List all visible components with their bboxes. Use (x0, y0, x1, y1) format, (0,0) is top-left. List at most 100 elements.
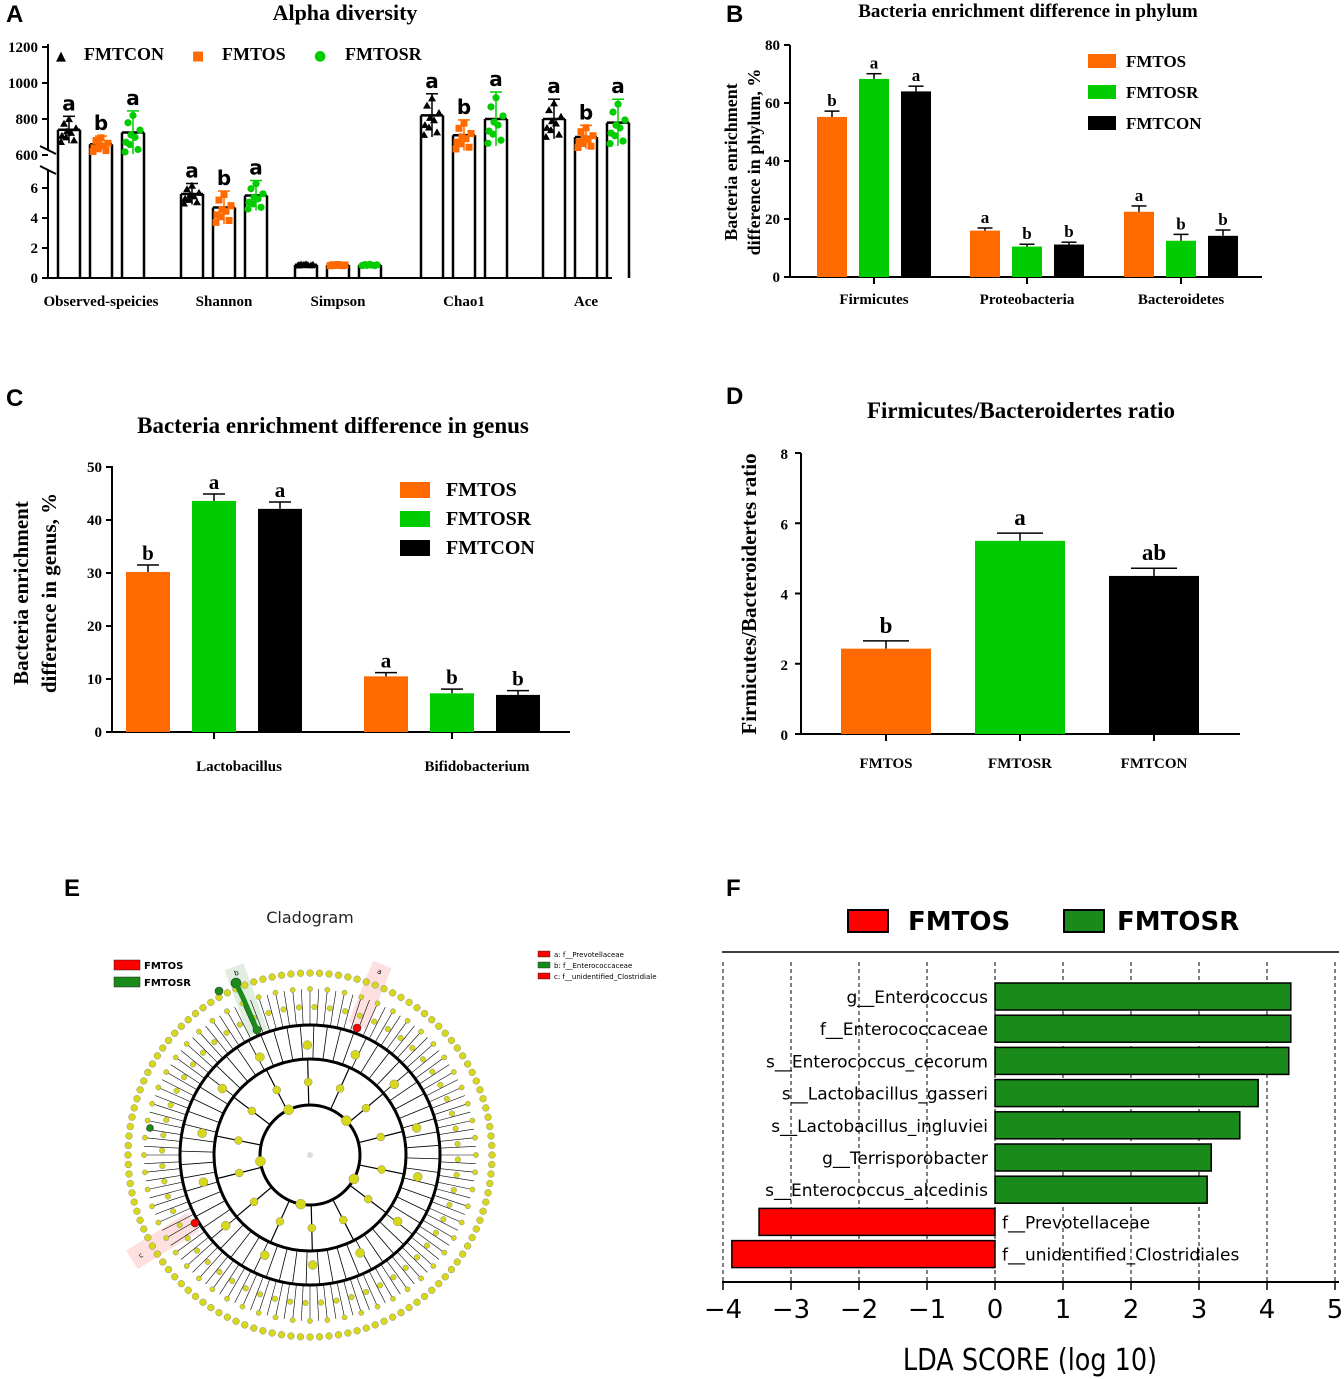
tree-branch (234, 1270, 252, 1304)
data-point (579, 140, 587, 148)
bar (192, 500, 236, 732)
tree-node (184, 1016, 192, 1024)
tree-branch (219, 1015, 240, 1047)
tree-node (435, 1022, 443, 1030)
tree-node (296, 969, 305, 977)
tree-branch (323, 989, 328, 1026)
significance-letter: b (1022, 224, 1031, 243)
significance-letter: a (62, 91, 76, 115)
tree-node (306, 1333, 314, 1341)
tree-node (148, 1242, 156, 1250)
tree-node (164, 1036, 173, 1045)
legend: FMTOS FMTOSR FMTCON (400, 479, 535, 559)
tree-branch (323, 1284, 328, 1321)
tree-node (136, 1216, 144, 1224)
data-point (136, 126, 144, 134)
tree-node (413, 1298, 421, 1306)
bar (970, 230, 1000, 277)
tree-node (432, 1229, 439, 1236)
tree-branch (368, 1006, 386, 1040)
tree-node (194, 1247, 201, 1254)
bar (430, 693, 474, 732)
x-tick-label: Ace (574, 294, 598, 310)
tree-node (307, 1260, 318, 1270)
tree-branch (299, 1025, 304, 1060)
tree-branch (250, 999, 264, 1034)
tree-branch (404, 1131, 438, 1139)
tree-branch (405, 1167, 439, 1173)
tree-node (144, 1234, 152, 1242)
y-tick-label: 6 (781, 517, 789, 533)
data-point (218, 205, 226, 213)
tree-node (283, 1104, 294, 1116)
tree-branch (336, 1247, 347, 1280)
tree-branch (202, 1208, 231, 1229)
tree-branch (192, 1098, 224, 1114)
data-point (542, 132, 550, 140)
x-tick-label: Observed-speicies (44, 294, 159, 310)
tree-node (184, 1286, 192, 1294)
tree-node (459, 1052, 467, 1060)
tree-branch (316, 1250, 321, 1285)
data-point (121, 148, 129, 156)
tree-node (472, 1225, 480, 1233)
data-point (423, 101, 431, 109)
y-tick-label: 60 (765, 96, 780, 112)
tree-node (341, 1115, 352, 1126)
significance-letter: ab (1142, 540, 1166, 565)
tree-branch (241, 1236, 260, 1266)
tree-node (453, 1044, 461, 1052)
key-swatch-c (537, 972, 551, 980)
tree-branch (362, 1003, 378, 1037)
tree-branch (219, 1263, 240, 1295)
tree-branch (379, 1221, 405, 1246)
tree-node (287, 1298, 294, 1305)
tree-node (447, 1265, 456, 1274)
bar (975, 540, 1065, 734)
tree-node (160, 1132, 167, 1139)
tree-branch (215, 1064, 241, 1089)
tree-node (268, 1329, 276, 1337)
x-tick-label: −2 (840, 1295, 878, 1325)
tree-branch (349, 1278, 362, 1313)
tree-branch (158, 1207, 192, 1223)
tree-branch (275, 992, 284, 1028)
y-tick-label: 20 (87, 619, 102, 635)
tree-node (125, 1170, 133, 1178)
tree-node (390, 1008, 396, 1015)
legend-label-fmtosr: FMTOSR (1117, 907, 1239, 937)
tree-node (334, 971, 343, 979)
tree-node (271, 1295, 278, 1302)
tree-branch (391, 1255, 415, 1285)
tree-node (469, 1117, 476, 1124)
bar (901, 91, 931, 278)
tree-node (128, 1113, 136, 1121)
tree-node (209, 1286, 216, 1293)
tree-node (159, 1044, 167, 1052)
clade-label: c (137, 1251, 145, 1260)
tree-branch (374, 1011, 394, 1043)
y-tick-label: 6 (31, 181, 39, 197)
tree-branch (438, 1128, 475, 1135)
tree-node (468, 1068, 476, 1076)
data-point (547, 126, 555, 134)
x-tick-label: FMTCON (1121, 756, 1188, 772)
tree-branch (292, 1284, 297, 1321)
tree-node (449, 1110, 456, 1117)
tree-branch (433, 1194, 468, 1207)
data-point (580, 134, 588, 142)
bar-label: f__unidentified_Clostridiales (1002, 1246, 1239, 1266)
lda-bar (994, 1143, 1212, 1172)
tree-branch (428, 1087, 462, 1103)
bar (841, 648, 931, 734)
tree-node (420, 1292, 429, 1301)
tree-node (464, 1242, 472, 1250)
data-point (465, 143, 473, 151)
tree-node (302, 1299, 309, 1306)
tree-node (374, 1303, 381, 1310)
tree-node (144, 1068, 152, 1076)
x-tick-label: 4 (1259, 1295, 1276, 1325)
tree-branch (380, 1263, 401, 1295)
legend-swatch (400, 482, 430, 498)
tree-node (441, 1029, 449, 1037)
